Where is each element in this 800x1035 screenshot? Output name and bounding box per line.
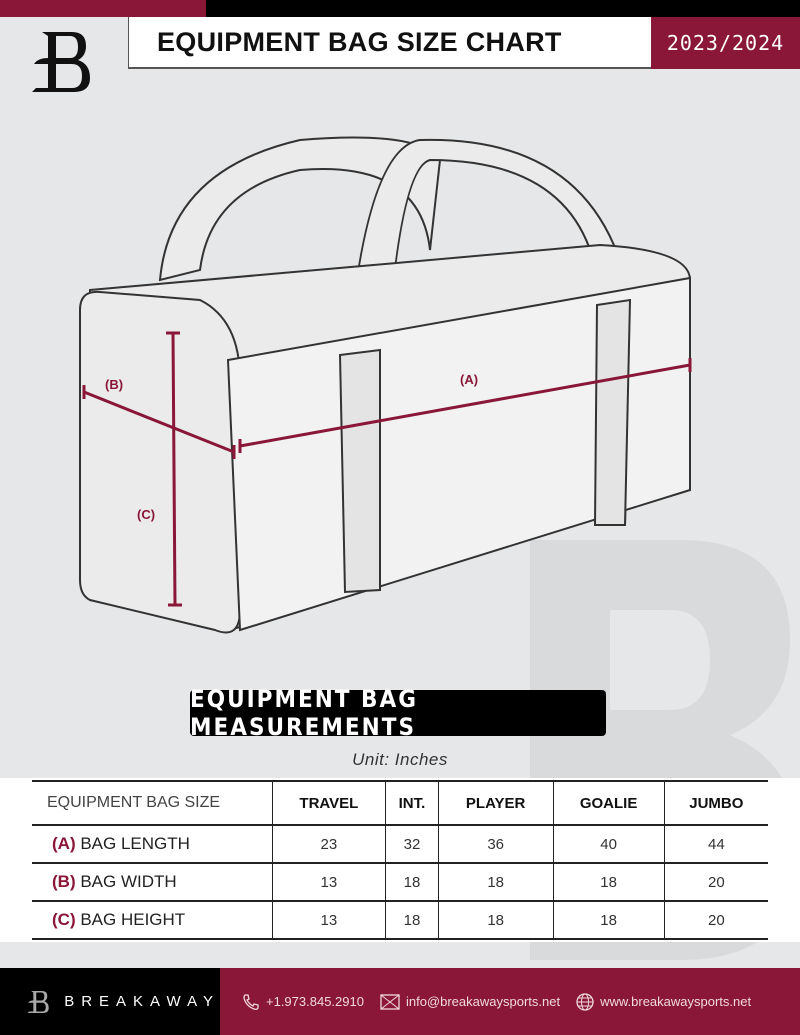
cell: 32 [385, 824, 439, 864]
email-link[interactable]: info@breakawaysports.net [380, 993, 561, 1010]
phone-text: +1.973.845.2910 [266, 994, 364, 1009]
globe-icon [576, 992, 594, 1011]
label-a: (A) [460, 372, 478, 387]
top-accent-bar [0, 0, 206, 17]
phone-icon [243, 993, 259, 1010]
cell: 44 [663, 824, 768, 864]
footer-logo [27, 990, 49, 1013]
cell: 18 [385, 862, 439, 902]
col-header: GOALIE [552, 780, 665, 826]
row-name: BAG LENGTH [80, 834, 190, 853]
label-b: (B) [105, 377, 123, 392]
footer-brand: BREAKAWAY [0, 968, 220, 1035]
cell: 18 [437, 862, 554, 902]
col-header: JUMBO [663, 780, 768, 826]
cell: 18 [385, 900, 439, 940]
cell: 40 [552, 824, 665, 864]
footer-contacts: +1.973.845.2910 info@breakawaysports.net… [220, 968, 800, 1035]
cell: 20 [663, 900, 768, 940]
table-header-row: EQUIPMENT BAG SIZE TRAVEL INT. PLAYER GO… [32, 780, 768, 826]
row-tag: (B) [52, 872, 76, 891]
website-link[interactable]: www.breakawaysports.net [576, 992, 752, 1011]
col-header: TRAVEL [271, 780, 386, 826]
page-title: EQUIPMENT BAG SIZE CHART [128, 17, 651, 69]
label-c: (C) [137, 507, 155, 522]
website-text: www.breakawaysports.net [600, 994, 752, 1009]
row-tag: (C) [52, 910, 76, 929]
row-label: (A) BAG LENGTH [32, 824, 272, 864]
cell: 23 [271, 824, 386, 864]
row-name: BAG WIDTH [80, 872, 177, 891]
bag-diagram: (B) (C) (A) [79, 136, 692, 634]
table-row: (A) BAG LENGTH 23 32 36 40 44 [32, 824, 768, 864]
cell: 13 [271, 900, 386, 940]
row-tag: (A) [52, 834, 76, 853]
mail-icon [380, 993, 400, 1010]
size-table: EQUIPMENT BAG SIZE TRAVEL INT. PLAYER GO… [32, 780, 768, 940]
cell: 36 [437, 824, 554, 864]
table-row: (B) BAG WIDTH 13 18 18 18 20 [32, 862, 768, 902]
row-label: (C) BAG HEIGHT [32, 900, 272, 940]
unit-label: Unit: Inches [352, 750, 448, 769]
col-header: PLAYER [437, 780, 554, 826]
row-name: BAG HEIGHT [80, 910, 186, 929]
cell: 18 [552, 862, 665, 902]
measurements-title: EQUIPMENT BAG MEASUREMENTS [190, 685, 606, 741]
phone-link[interactable]: +1.973.845.2910 [242, 993, 364, 1011]
cell: 13 [271, 862, 386, 902]
top-black-bar [206, 0, 800, 17]
season-badge: 2023/2024 [651, 17, 800, 69]
corner-header: EQUIPMENT BAG SIZE [32, 780, 272, 826]
breakaway-logo [32, 32, 90, 92]
cell: 18 [552, 900, 665, 940]
table-row: (C) BAG HEIGHT 13 18 18 18 20 [32, 900, 768, 940]
cell: 20 [663, 862, 768, 902]
cell: 18 [437, 900, 554, 940]
brand-name: BREAKAWAY [64, 993, 220, 1010]
row-label: (B) BAG WIDTH [32, 862, 272, 902]
email-text: info@breakawaysports.net [405, 994, 561, 1009]
col-header: INT. [385, 780, 439, 826]
